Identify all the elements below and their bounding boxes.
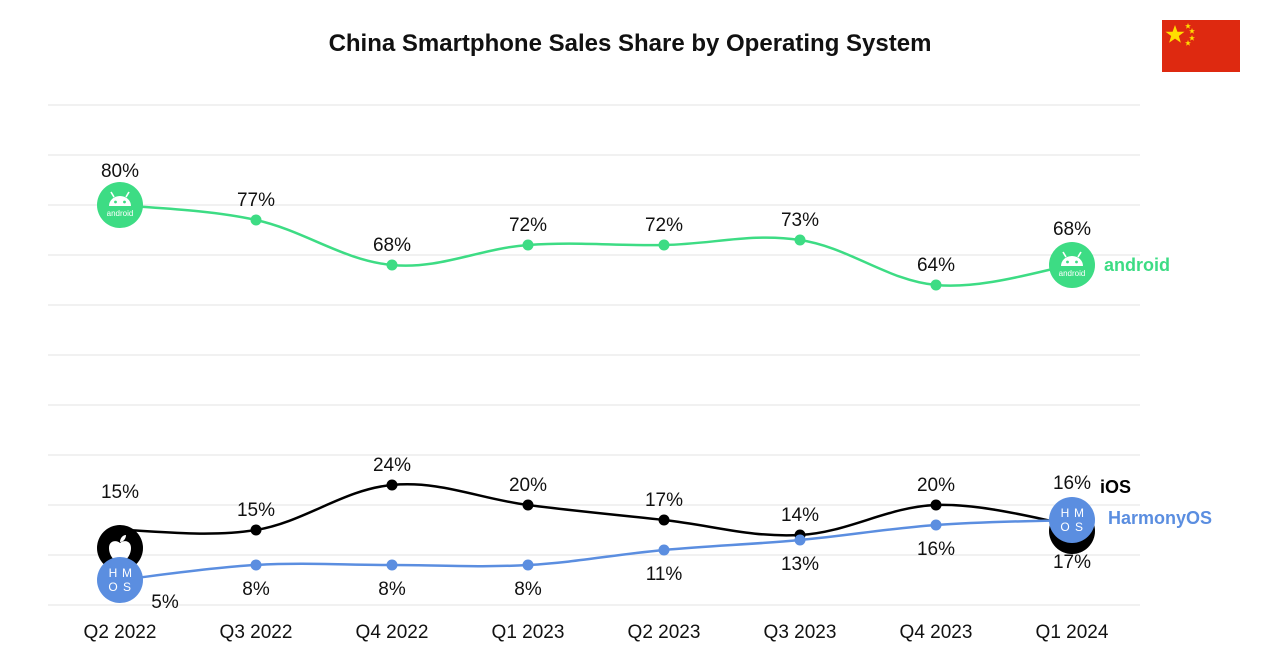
android-logo-text: android — [107, 209, 134, 218]
data-point-android — [930, 279, 942, 291]
gridlines — [48, 104, 1140, 606]
data-label-ios: 14% — [781, 505, 819, 526]
flag-small-star-2 — [1189, 28, 1195, 34]
data-label-android: 64% — [917, 255, 955, 276]
data-point-harmonyos — [794, 534, 806, 546]
china-flag-icon — [1162, 20, 1240, 72]
data-label-android: 68% — [1053, 219, 1091, 240]
data-point-android — [658, 239, 670, 251]
android-logo-text: android — [1059, 269, 1086, 278]
data-label-android: 72% — [645, 215, 683, 236]
data-point-ios — [658, 514, 670, 526]
x-tick-label: Q1 2024 — [1036, 622, 1109, 643]
flag-small-star-3 — [1189, 35, 1195, 41]
x-tick-label: Q4 2022 — [356, 622, 429, 643]
series-line-android — [119, 203, 1073, 287]
data-labels: 80% 77% 68% 72% 72% 73% 64% 68% 15% 15% 24% 20% 17% 1… — [101, 161, 1091, 613]
data-point-ios — [522, 499, 534, 511]
data-label-ios: 20% — [917, 475, 955, 496]
data-label-harmonyos: 16% — [917, 539, 955, 560]
data-label-ios: 15% — [237, 500, 275, 521]
series-names: android iOS HarmonyOS — [1100, 255, 1212, 528]
data-label-ios: 20% — [509, 475, 547, 496]
data-label-android: 77% — [237, 190, 275, 211]
data-point-android — [250, 214, 262, 226]
series-name-ios: iOS — [1100, 477, 1131, 497]
data-point-ios — [386, 479, 398, 491]
x-axis-tick-labels: Q2 2022 Q3 2022 Q4 2022 Q1 2023 Q2 2023 Q3 20… — [84, 622, 1109, 643]
data-label-android: 73% — [781, 210, 819, 231]
data-point-android — [386, 259, 398, 271]
harmonyos-logo-letter: O — [1060, 520, 1069, 534]
harmonyos-logo-letter: M — [1074, 506, 1084, 520]
data-label-ios: 15% — [101, 482, 139, 503]
harmonyos-logo-letter: S — [123, 580, 131, 594]
data-point-ios — [250, 524, 262, 536]
data-label-harmonyos: 8% — [242, 579, 270, 600]
flag-small-star-1 — [1185, 23, 1191, 29]
x-tick-label: Q2 2022 — [84, 622, 157, 643]
data-label-harmonyos: 13% — [781, 554, 819, 575]
x-tick-label: Q3 2023 — [764, 622, 837, 643]
data-label-ios: 24% — [373, 455, 411, 476]
android-logo-icon: android — [1049, 242, 1095, 288]
harmonyos-logo-letter: S — [1075, 520, 1083, 534]
x-tick-label: Q4 2023 — [900, 622, 973, 643]
harmonyos-logo-letter: M — [122, 566, 132, 580]
data-label-ios: 17% — [645, 490, 683, 511]
data-point-ios — [930, 499, 942, 511]
flag-small-star-4 — [1185, 40, 1191, 46]
x-tick-label: Q2 2023 — [628, 622, 701, 643]
data-point-harmonyos — [250, 559, 262, 571]
data-point-harmonyos — [522, 559, 534, 571]
chart-title: China Smartphone Sales Share by Operatin… — [328, 30, 932, 57]
data-label-harmonyos: 5% — [151, 592, 179, 613]
series-line-harmonyos — [119, 518, 1073, 582]
series-points — [250, 214, 942, 571]
data-point-android — [522, 239, 534, 251]
harmonyos-logo-letter: H — [1061, 506, 1070, 520]
series-name-android: android — [1104, 255, 1170, 275]
android-logo-icon: android — [97, 182, 143, 228]
harmonyos-logo-letter: O — [108, 580, 117, 594]
data-label-android: 68% — [373, 235, 411, 256]
data-point-android — [794, 234, 806, 246]
data-label-harmonyos: 8% — [378, 579, 406, 600]
x-tick-label: Q1 2023 — [492, 622, 565, 643]
data-label-harmonyos: 17% — [1053, 552, 1091, 573]
harmonyos-logo-letter: H — [109, 566, 118, 580]
data-point-harmonyos — [930, 519, 942, 531]
series-lines — [119, 203, 1073, 582]
data-label-harmonyos: 11% — [646, 564, 683, 585]
apple-logo-icon — [97, 525, 143, 571]
flag-large-star — [1165, 25, 1185, 43]
series-line-ios — [119, 483, 1073, 537]
data-label-ios: 16% — [1053, 473, 1091, 494]
x-tick-label: Q3 2022 — [220, 622, 293, 643]
harmonyos-logo-icon: H MO S — [97, 557, 143, 603]
series-name-harmonyos: HarmonyOS — [1108, 508, 1212, 528]
data-point-harmonyos — [386, 559, 398, 571]
data-point-harmonyos — [658, 544, 670, 556]
data-label-android: 80% — [101, 161, 139, 182]
harmonyos-logo-icon: H MO S — [1049, 497, 1095, 543]
data-label-harmonyos: 8% — [514, 579, 542, 600]
data-label-android: 72% — [509, 215, 547, 236]
